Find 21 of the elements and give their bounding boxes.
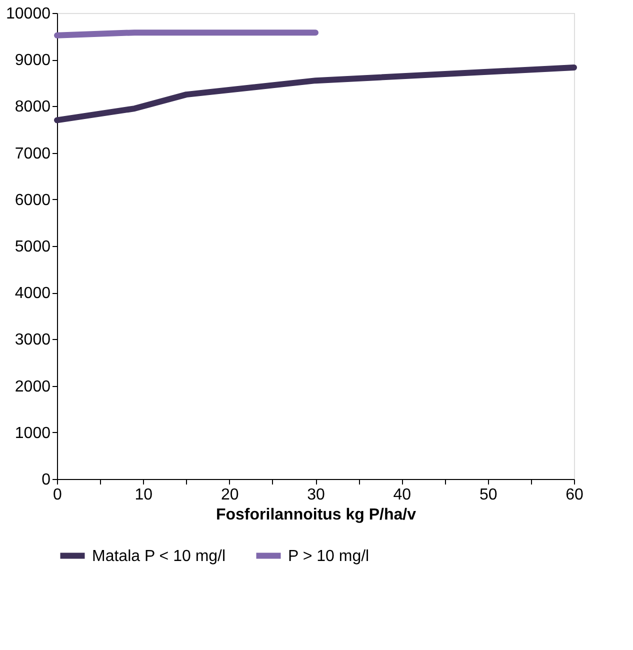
y-tick-label: 8000 — [14, 98, 51, 116]
x-tick-label: 40 — [393, 486, 412, 504]
legend-label: Matala P < 10 mg/l — [92, 548, 226, 565]
y-tick-label: 10000 — [6, 6, 51, 22]
y-tick-label: 9000 — [14, 52, 51, 70]
x-tick-label: 20 — [220, 486, 239, 504]
y-tick-label: 7000 — [14, 145, 51, 162]
x-tick-label: 0 — [53, 486, 62, 504]
y-tick-label: 2000 — [14, 378, 51, 396]
x-tick-label: 60 — [566, 486, 584, 504]
x-tick-label: 50 — [479, 486, 498, 504]
x-tick-label: 10 — [134, 486, 153, 504]
y-tick-label: 0 — [42, 472, 51, 488]
y-tick-label: 4000 — [14, 285, 51, 302]
y-tick-label: 3000 — [14, 332, 51, 349]
legend-label: P > 10 mg/l — [288, 548, 370, 565]
x-axis-title: Fosforilannoitus kg P/ha/v — [216, 506, 416, 524]
x-tick-label: 30 — [307, 486, 325, 504]
y-tick-label: 5000 — [14, 238, 51, 256]
y-tick-label: 1000 — [14, 424, 51, 442]
y-tick-label: 6000 — [14, 192, 51, 209]
